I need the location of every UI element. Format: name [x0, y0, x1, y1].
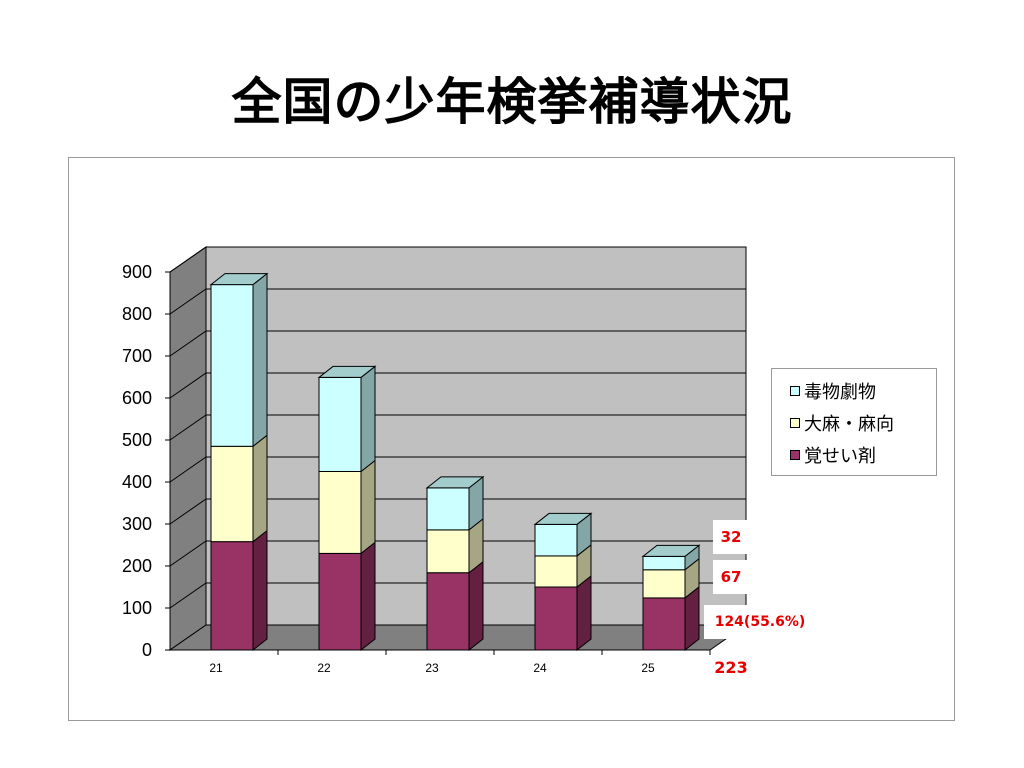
x-tick-label-25: 25: [641, 661, 655, 675]
y-tick-label-200: 200: [122, 556, 152, 576]
legend-item-poison: 毒物劇物: [772, 375, 936, 407]
y-tick-label-400: 400: [122, 472, 152, 492]
bar-22-series-0-front: [318, 552, 362, 651]
bar-24-series-2-front: [534, 523, 578, 557]
y-tick-label-0: 0: [142, 640, 152, 660]
bar-22-series-0-side: [360, 541, 376, 652]
bar-22-series-1-side: [360, 459, 376, 555]
gridlines: [169, 246, 746, 609]
legend: 毒物劇物 大麻・麻向 覚せい剤: [771, 368, 937, 476]
bar-22-series-2-top: [317, 365, 377, 378]
legend-swatch-cannabis: [790, 418, 800, 428]
gridline-900: [169, 246, 746, 273]
bar-24-series-1-front: [534, 555, 578, 588]
bar-23-series-0-side: [468, 560, 484, 652]
annotation-stimulant-count: 124(55.6%): [704, 605, 816, 639]
y-tick-label-900: 900: [122, 262, 152, 282]
y-tick-label-500: 500: [122, 430, 152, 450]
x-tick-label-22: 22: [317, 661, 331, 675]
x-tick-label-23: 23: [425, 661, 439, 675]
gridline-800: [169, 288, 746, 315]
bar-22-series-2-front: [318, 376, 362, 473]
y-tick-labels: 0 100 200 300 400 500 600 700 800 900: [122, 262, 171, 660]
legend-label-cannabis: 大麻・麻向: [804, 414, 894, 435]
side-wall: [169, 246, 207, 651]
gridline-500: [169, 414, 746, 441]
x-tick-labels: 21 22 23 24 25: [170, 649, 711, 675]
bar-24-series-0-side: [576, 574, 592, 652]
y-tick-label-700: 700: [122, 346, 152, 366]
bar-25-series-2-front: [642, 555, 686, 571]
annotation-poison-count: 32: [713, 520, 749, 554]
bar-21-series-0-front: [210, 541, 254, 651]
bar-23-series-0-front: [426, 572, 470, 651]
gridline-400: [169, 456, 746, 483]
bar-23-series-2-top: [425, 476, 485, 489]
bar-23-series-1-front: [426, 529, 470, 574]
x-tick-label-24: 24: [533, 661, 547, 675]
y-tick-label-100: 100: [122, 598, 152, 618]
gridline-700: [169, 330, 746, 357]
legend-label-stimulant: 覚せい剤: [804, 446, 876, 467]
annotation-cannabis-count: 67: [713, 560, 749, 594]
bar-21-series-1-side: [252, 434, 268, 543]
legend-swatch-poison: [790, 386, 800, 396]
bar-22-series-1-front: [318, 471, 362, 554]
bar-21-series-0-side: [252, 529, 268, 652]
gridline-600: [169, 372, 746, 399]
bar-21-series-2-front: [210, 284, 254, 447]
legend-item-stimulant: 覚せい剤: [772, 439, 936, 471]
legend-swatch-stimulant: [790, 450, 800, 460]
legend-item-cannabis: 大麻・麻向: [772, 407, 936, 439]
bar-25-series-0-front: [642, 597, 686, 651]
legend-label-poison: 毒物劇物: [804, 382, 876, 403]
y-tick-label-800: 800: [122, 304, 152, 324]
bar-24-series-2-top: [533, 512, 593, 525]
annotation-total-count: 223: [712, 655, 750, 681]
bar-23-series-2-front: [426, 487, 470, 531]
bar-21-series-1-front: [210, 445, 254, 543]
bar-22-series-2-side: [360, 365, 376, 473]
bar-25-series-2-top: [641, 544, 701, 557]
slide-title: 全国の少年検挙補導状況: [231, 73, 793, 131]
bars: [209, 272, 701, 652]
bar-21-series-2-side: [252, 272, 268, 448]
y-tick-label-300: 300: [122, 514, 152, 534]
x-tick-label-21: 21: [209, 661, 223, 675]
bar-25-series-1-front: [642, 569, 686, 599]
gridline-300: [169, 498, 746, 525]
bar-21-series-2-top: [209, 273, 269, 286]
y-tick-label-600: 600: [122, 388, 152, 408]
bar-24-series-0-front: [534, 586, 578, 651]
